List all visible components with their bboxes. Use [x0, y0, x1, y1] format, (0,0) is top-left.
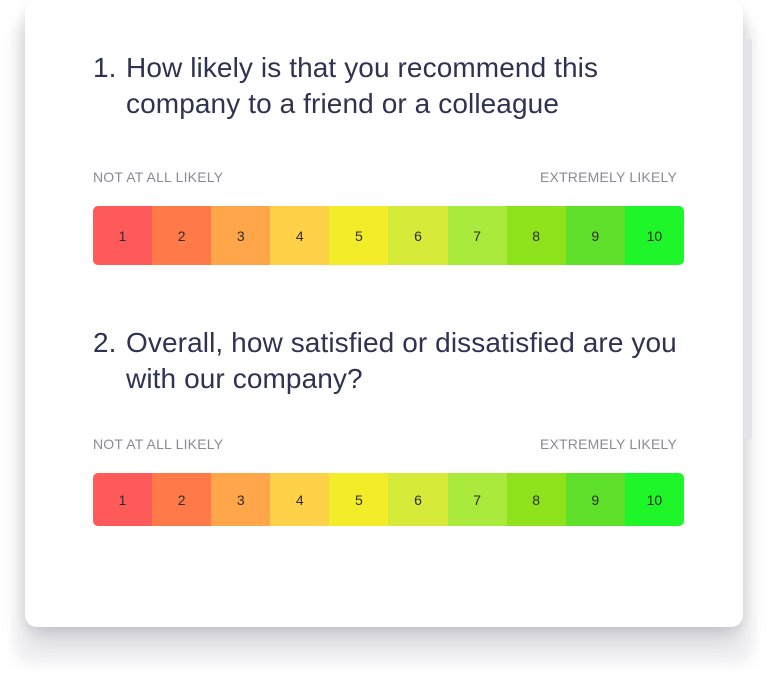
- rating-option-4[interactable]: 4: [270, 206, 330, 265]
- rating-option-7[interactable]: 7: [447, 473, 507, 526]
- scale-labels-2: NOT AT ALL LIKELY EXTREMELY LIKELY: [93, 436, 677, 452]
- rating-option-6[interactable]: 6: [388, 206, 448, 265]
- question-2: 2. Overall, how satisfied or dissatisfie…: [93, 325, 693, 397]
- rating-option-1[interactable]: 1: [93, 206, 153, 265]
- rating-scale-1: 1 2 3 4 5 6 7 8 9 10: [93, 206, 684, 265]
- rating-option-7[interactable]: 7: [447, 206, 507, 265]
- rating-option-10[interactable]: 10: [624, 206, 684, 265]
- rating-option-8[interactable]: 8: [506, 473, 566, 526]
- question-number: 1.: [93, 52, 117, 83]
- rating-option-6[interactable]: 6: [388, 473, 448, 526]
- rating-option-1[interactable]: 1: [93, 473, 153, 526]
- scale-low-label: NOT AT ALL LIKELY: [93, 436, 224, 452]
- scale-labels-1: NOT AT ALL LIKELY EXTREMELY LIKELY: [93, 169, 677, 185]
- scrollbar-track-line: [748, 440, 749, 588]
- rating-option-2[interactable]: 2: [152, 206, 212, 265]
- rating-option-2[interactable]: 2: [152, 473, 212, 526]
- scale-high-label: EXTREMELY LIKELY: [539, 169, 677, 185]
- question-title: 1. How likely is that you recommend this…: [93, 50, 693, 122]
- rating-option-3[interactable]: 3: [211, 473, 271, 526]
- rating-option-10[interactable]: 10: [624, 473, 684, 526]
- rating-scale-2: 1 2 3 4 5 6 7 8 9 10: [93, 473, 684, 526]
- rating-option-9[interactable]: 9: [565, 206, 625, 265]
- rating-option-4[interactable]: 4: [270, 473, 330, 526]
- question-number: 2.: [93, 327, 117, 358]
- rating-option-5[interactable]: 5: [329, 473, 389, 526]
- question-text: Overall, how satisfied or dissatisfied a…: [126, 327, 677, 394]
- rating-option-5[interactable]: 5: [329, 206, 389, 265]
- rating-option-3[interactable]: 3: [211, 206, 271, 265]
- rating-option-8[interactable]: 8: [506, 206, 566, 265]
- question-text: How likely is that you recommend this co…: [126, 52, 599, 119]
- scale-high-label: EXTREMELY LIKELY: [539, 436, 677, 452]
- scrollbar[interactable]: [744, 38, 752, 588]
- scale-low-label: NOT AT ALL LIKELY: [93, 169, 224, 185]
- question-1: 1. How likely is that you recommend this…: [93, 50, 693, 122]
- question-title: 2. Overall, how satisfied or dissatisfie…: [93, 325, 693, 397]
- rating-option-9[interactable]: 9: [565, 473, 625, 526]
- scrollbar-thumb[interactable]: [744, 38, 752, 440]
